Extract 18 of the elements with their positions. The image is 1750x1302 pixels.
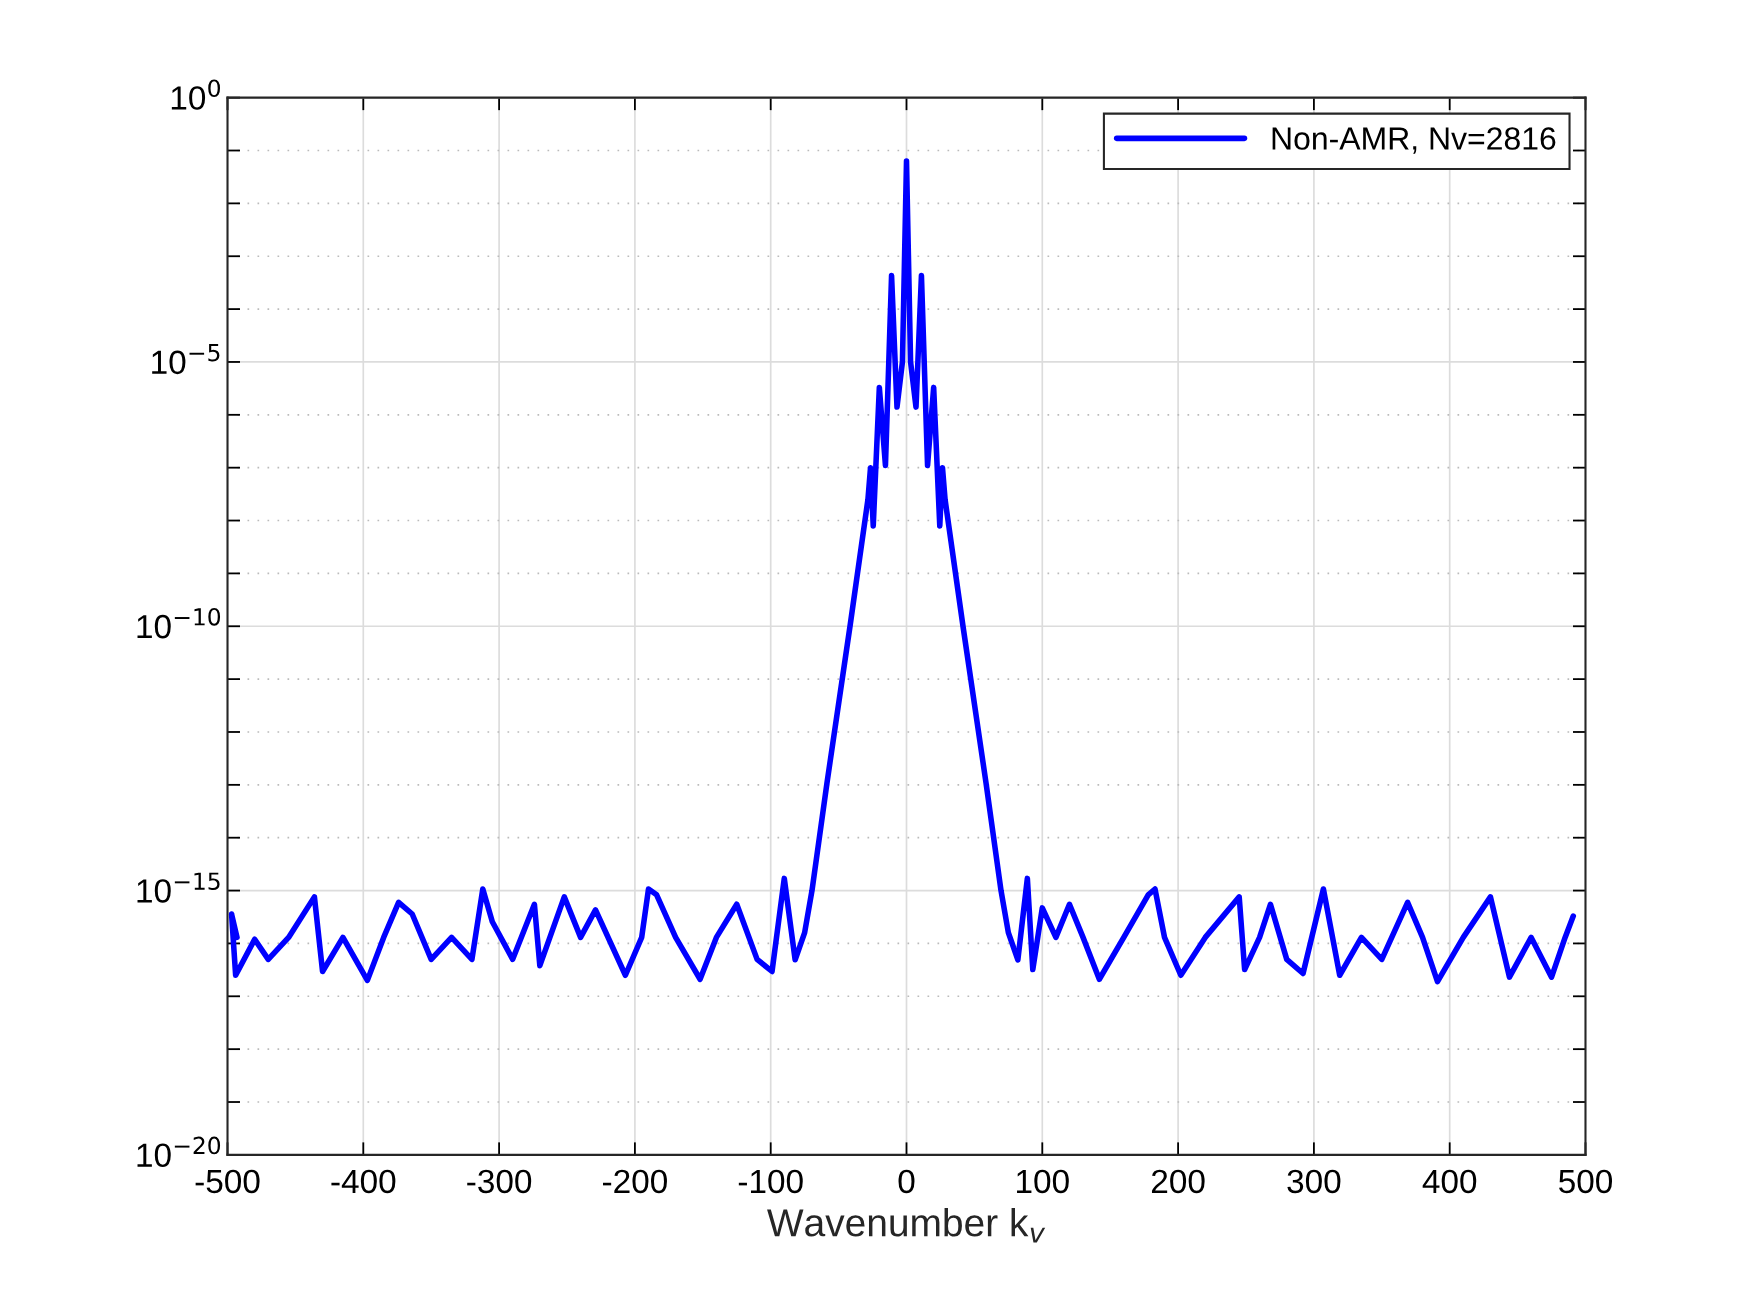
y-tick-label: 10$^{−5}$ <box>152 344 220 375</box>
x-tick-label: -400 <box>331 1169 396 1194</box>
x-tick-label: 0 <box>898 1169 915 1194</box>
x-tick-label: -200 <box>603 1169 667 1194</box>
x-tick-label: 500 <box>1559 1169 1613 1194</box>
x-tick-label: 400 <box>1422 1169 1477 1194</box>
y-tick-label: 10$^{0}$ <box>171 79 220 110</box>
x-tick-label: -100 <box>738 1169 803 1194</box>
y-tick-label: 10$^{−20}$ <box>137 1136 221 1168</box>
y-tick-label: 10$^{−15}$ <box>137 872 220 903</box>
x-tick-label: 300 <box>1287 1169 1341 1194</box>
y-tick-label: 10$^{−10}$ <box>137 608 221 639</box>
x-tick-label: -500 <box>195 1169 260 1194</box>
legend-label: Non-AMR, Nv=2816 <box>1272 127 1556 154</box>
x-tick-label: 200 <box>1151 1169 1205 1194</box>
x-axis-title: Wavenumber k$_{v}$ <box>767 1207 1046 1243</box>
x-tick-label: 100 <box>1017 1169 1069 1194</box>
x-tick-label: -300 <box>467 1169 532 1194</box>
